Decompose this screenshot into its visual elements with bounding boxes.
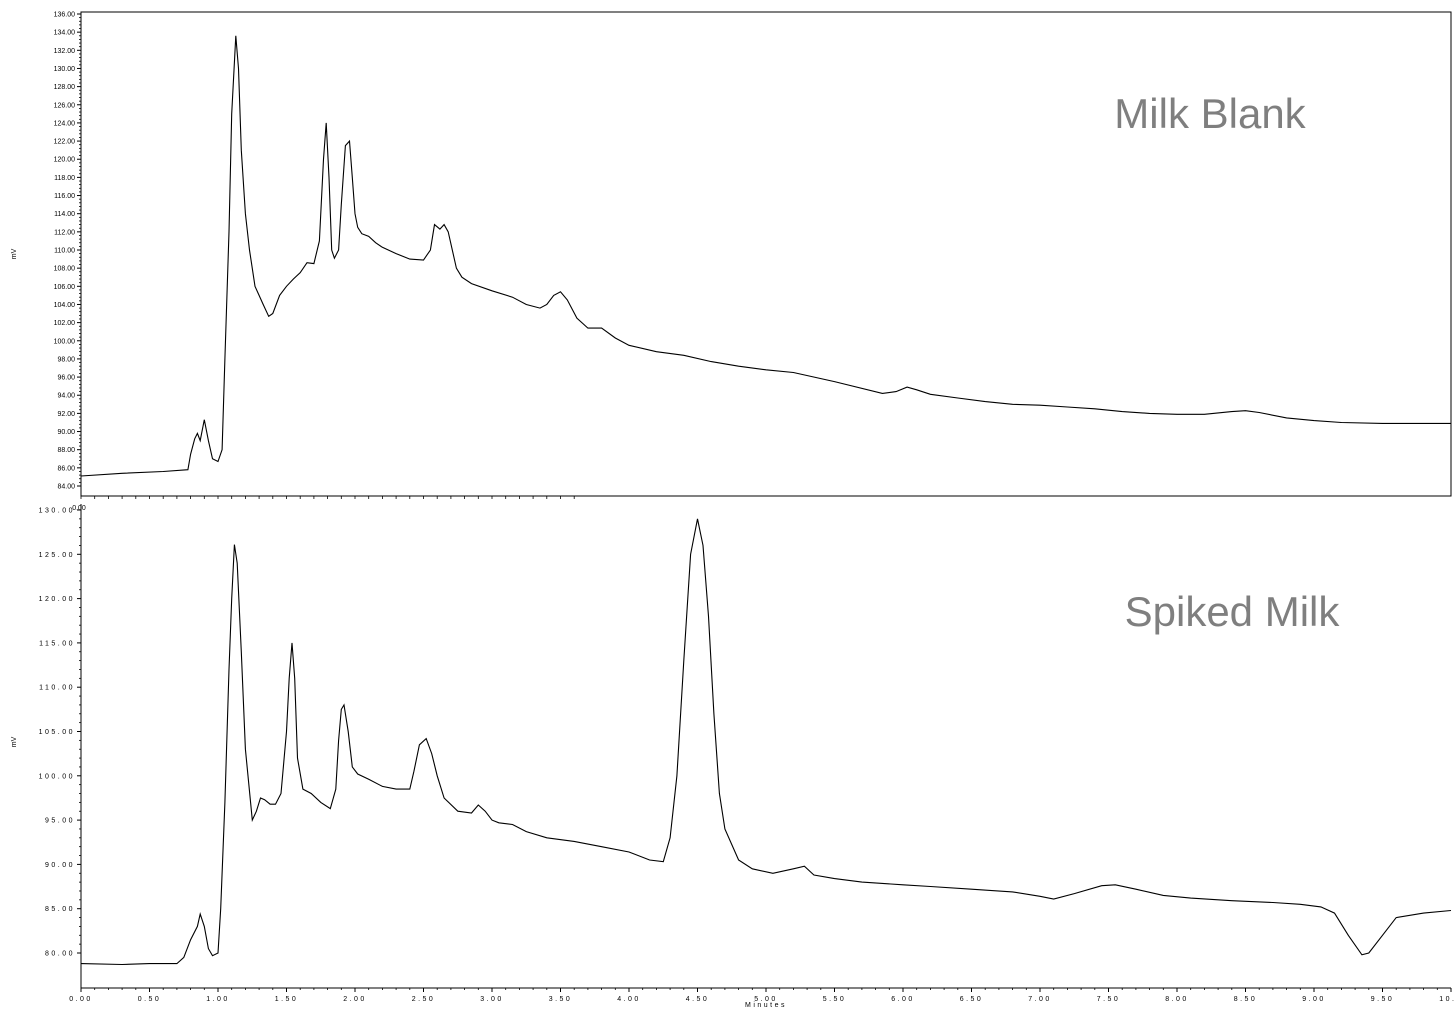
spiked-milk-x-tick-label: 7.50: [1097, 996, 1121, 1003]
spiked-milk-y-tick-label: 120.00: [39, 596, 75, 603]
spiked-milk-x-tick-label: 8.50: [1234, 996, 1258, 1003]
spiked-milk-x-tick-label: 4.50: [686, 996, 710, 1003]
milk-blank-y-tick-label: 86.00: [57, 465, 75, 472]
spiked-milk-x-tick-label: 0.50: [138, 996, 162, 1003]
milk-blank-y-axis: 84.00 86.00 88.00 90.00 92.00 94.00 96.00 98.00…: [54, 12, 81, 491]
spiked-milk-y-tick-label: 115.00: [39, 640, 75, 647]
milk-blank-y-tick-label: 100.00: [54, 338, 76, 345]
spiked-milk-x-tick-label: 8.00: [1165, 996, 1189, 1003]
milk-blank-y-tick-label: 128.00: [54, 84, 76, 91]
spiked-milk-y-tick-label: 80.00: [45, 951, 75, 958]
milk-blank-y-tick-label: 84.00: [57, 484, 75, 491]
spiked-milk-x-tick-label: 10.0: [1439, 996, 1455, 1003]
spiked-milk-x-tick-label: 2.50: [412, 996, 436, 1003]
milk-blank-panel: 84.00 86.00 88.00 90.00 92.00 94.00 96.00 98.00…: [11, 11, 1452, 512]
milk-blank-y-tick-label: 96.00: [57, 375, 75, 382]
spiked-milk-y-tick-label: 130.00: [39, 508, 75, 515]
spiked-milk-x-tick-label: 6.00: [891, 996, 915, 1003]
milk-blank-y-tick-label: 120.00: [54, 157, 76, 164]
milk-blank-y-tick-label: 124.00: [54, 120, 76, 127]
milk-blank-label: Milk Blank: [1114, 90, 1306, 137]
spiked-milk-y-axis: 80.00 85.00 90.00 95.00 100.00 105.00 110.00 11…: [39, 508, 81, 958]
milk-blank-y-tick-label: 134.00: [54, 30, 76, 37]
milk-blank-y-tick-label: 90.00: [57, 429, 75, 436]
milk-blank-y-tick-label: 112.00: [54, 229, 75, 236]
milk-blank-y-tick-label: 106.00: [54, 284, 76, 291]
spiked-milk-x-tick-label: 1.00: [206, 996, 230, 1003]
milk-blank-x-axis: 0.00: [72, 496, 575, 512]
spiked-milk-x-tick-label: 9.00: [1302, 996, 1326, 1003]
spiked-milk-x-tick-label: 4.00: [617, 996, 641, 1003]
spiked-milk-x-tick-label: 2.00: [343, 996, 367, 1003]
spiked-milk-label: Spiked Milk: [1125, 588, 1341, 635]
spiked-milk-y-tick-label: 100.00: [39, 773, 75, 780]
spiked-milk-x-axis-title: Minutes: [745, 1002, 787, 1009]
spiked-milk-y-tick-label: 85.00: [45, 906, 75, 913]
milk-blank-y-tick-label: 92.00: [57, 411, 75, 418]
spiked-milk-x-tick-label: 9.50: [1371, 996, 1395, 1003]
milk-blank-y-tick-label: 98.00: [57, 356, 75, 363]
milk-blank-y-tick-label: 116.00: [54, 193, 75, 200]
spiked-milk-x-tick-label: 3.50: [549, 996, 573, 1003]
spiked-milk-x-tick-label: 7.00: [1028, 996, 1052, 1003]
milk-blank-y-tick-label: 108.00: [54, 266, 76, 273]
milk-blank-y-tick-label: 132.00: [54, 48, 76, 55]
milk-blank-y-tick-label: 126.00: [54, 102, 76, 109]
milk-blank-y-tick-label: 136.00: [54, 12, 76, 19]
spiked-milk-x-tick-label: 5.00: [754, 996, 778, 1003]
milk-blank-y-tick-label: 118.00: [54, 175, 75, 182]
milk-blank-y-tick-label: 88.00: [57, 447, 75, 454]
spiked-milk-y-axis-title: mV: [11, 736, 18, 747]
milk-blank-trace: [80, 35, 1451, 477]
spiked-milk-y-tick-label: 90.00: [45, 862, 75, 869]
milk-blank-y-tick-label: 94.00: [57, 393, 75, 400]
milk-blank-y-tick-label: 110.00: [54, 248, 75, 255]
milk-blank-y-tick-label: 130.00: [54, 66, 76, 73]
spiked-milk-x-tick-label: 3.00: [480, 996, 504, 1003]
spiked-milk-x-tick-label: 0.00: [69, 996, 93, 1003]
spiked-milk-panel: 80.00 85.00 90.00 95.00 100.00 105.00 110.00 11…: [11, 504, 1455, 1009]
spiked-milk-y-tick-label: 125.00: [39, 552, 75, 559]
milk-blank-y-tick-label: 114.00: [54, 211, 75, 218]
milk-blank-y-tick-label: 122.00: [54, 139, 76, 146]
milk-blank-y-axis-title: mV: [11, 248, 18, 259]
spiked-milk-y-tick-label: 110.00: [39, 685, 75, 692]
spiked-milk-x-tick-label: 6.50: [960, 996, 984, 1003]
spiked-milk-trace: [80, 518, 1452, 966]
spiked-milk-y-tick-label: 105.00: [39, 729, 75, 736]
spiked-milk-x-tick-label: 1.50: [275, 996, 299, 1003]
milk-blank-x-tick-label: 0.00: [72, 505, 86, 512]
milk-blank-y-tick-label: 104.00: [54, 302, 76, 309]
spiked-milk-x-tick-label: 5.50: [823, 996, 847, 1003]
spiked-milk-y-tick-label: 95.00: [45, 818, 75, 825]
spiked-milk-x-axis: 0.00 0.50 1.00 1.50 2.00 2.50 3.00 3.50 4.00 4.50…: [69, 988, 1455, 1003]
milk-blank-y-tick-label: 102.00: [54, 320, 76, 327]
